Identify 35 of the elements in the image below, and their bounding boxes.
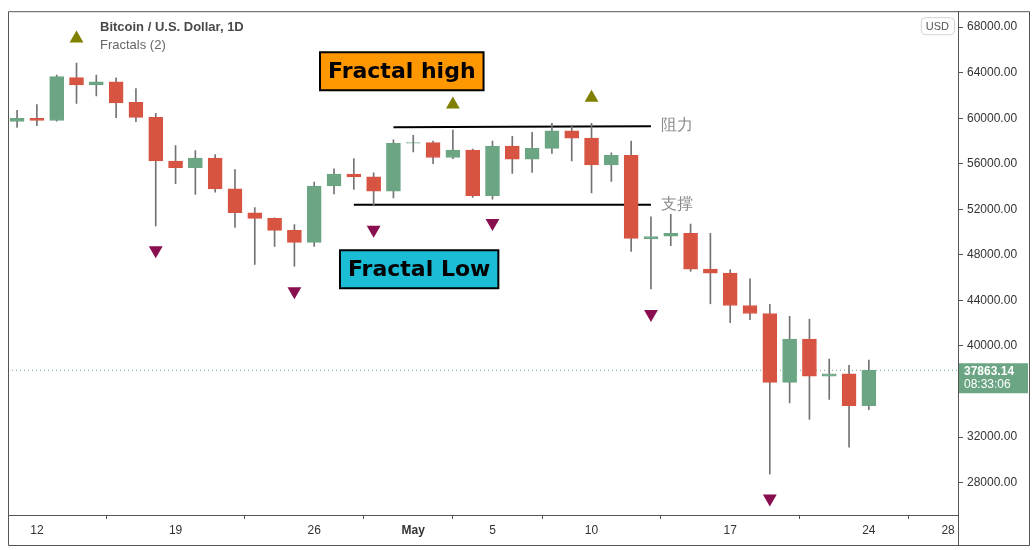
candlestick: [247, 207, 263, 265]
y-tick-label: 68000.00: [967, 19, 1018, 34]
candlestick: [742, 278, 758, 321]
x-tick-label: 24: [862, 522, 876, 537]
ref-line-label: 37863.14 08:33:06: [964, 363, 1015, 391]
y-tick-label: 32000.00: [967, 429, 1018, 444]
x-tick-label: 17: [723, 522, 738, 537]
candlestick: [643, 216, 659, 290]
text: Fractals (2): [100, 36, 166, 52]
candlestick: [88, 74, 104, 97]
annotation: Fractal Low: [347, 255, 491, 281]
y-tick-label: 64000.00: [967, 64, 1018, 79]
x-tick-label: 10: [584, 522, 599, 537]
candlestick: [9, 109, 25, 128]
series-label: 支撑: [660, 193, 693, 213]
candlestick: [29, 104, 45, 126]
x-tick-label: 28: [941, 522, 956, 537]
y-tick-label: 56000.00: [967, 156, 1018, 171]
candlestick: [821, 358, 837, 400]
x-tick-label: 26: [307, 522, 322, 537]
annotation: Fractal high: [328, 57, 476, 83]
y-tick-label: 28000.00: [967, 474, 1018, 489]
text: Bitcoin / U.S. Dollar, 1D: [100, 18, 244, 34]
y-tick-label: 60000.00: [967, 110, 1018, 125]
x-tick-label: 5: [489, 522, 497, 537]
y-tick-label: 48000.00: [967, 247, 1018, 262]
x-tick-label: 12: [30, 522, 44, 537]
x-tick-label: 19: [168, 522, 183, 537]
annotation: USD: [925, 19, 950, 32]
series-label: 阻力: [660, 115, 693, 135]
y-tick-label: 44000.00: [967, 292, 1018, 307]
y-tick-label: 40000.00: [967, 338, 1018, 353]
x-tick-label: May: [401, 522, 426, 537]
candlestick: [564, 125, 580, 162]
y-tick-label: 52000.00: [967, 201, 1018, 216]
